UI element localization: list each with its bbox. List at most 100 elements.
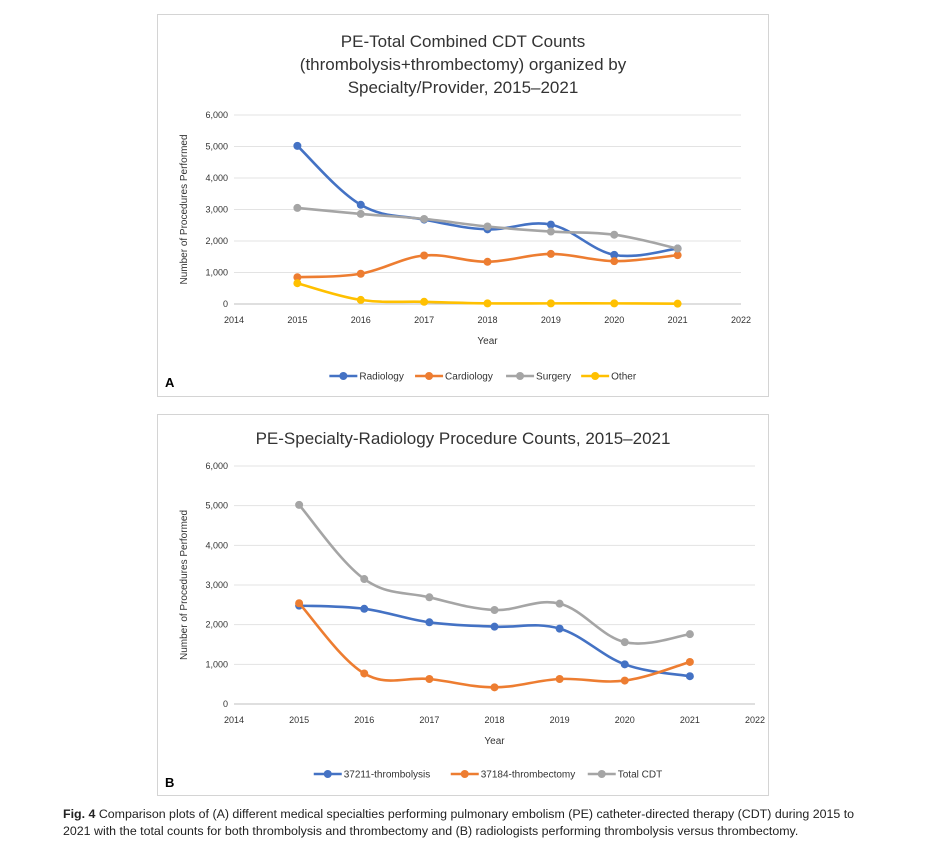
figure-caption: Fig. 4 Comparison plots of (A) different… xyxy=(63,806,883,840)
chart-b-y-tick-label: 3,000 xyxy=(205,580,228,590)
panel-a-label: A xyxy=(165,375,175,390)
chart-b-x-axis-label: Year xyxy=(484,736,505,747)
chart-a-legend-swatch-marker xyxy=(339,372,348,380)
chart-a-data-point xyxy=(673,251,682,260)
chart-a-x-tick-label: 2021 xyxy=(668,315,688,325)
chart-a-data-point xyxy=(356,269,365,278)
chart-a-legend-label: Radiology xyxy=(359,372,403,383)
chart-b-svg: PE-Specialty-Radiology Procedure Counts,… xyxy=(179,429,765,781)
chart-b-y-axis-label: Number of Procedures Performed xyxy=(179,510,190,660)
chart-a-data-point xyxy=(610,230,619,239)
chart-b-data-point xyxy=(555,624,564,633)
chart-a-data-point xyxy=(546,220,555,229)
chart-b-legend-label: Total CDT xyxy=(618,770,662,781)
chart-a-data-point xyxy=(293,203,302,212)
chart-a-data-point xyxy=(356,295,365,304)
panel-b-label: B xyxy=(165,775,175,790)
chart-a-data-point xyxy=(293,279,302,288)
chart-b-legend-label: 37211-thrombolysis xyxy=(344,770,431,781)
chart-a-title-line: PE-Total Combined CDT Counts xyxy=(341,32,585,51)
chart-a-data-point xyxy=(420,214,429,223)
chart-a-title-line: (thrombolysis+thrombectomy) organized by xyxy=(300,55,627,74)
chart-b-x-tick-label: 2018 xyxy=(484,715,504,725)
chart-panel-b: PE-Specialty-Radiology Procedure Counts,… xyxy=(157,414,769,796)
chart-b-data-point xyxy=(685,630,694,639)
chart-a-data-point xyxy=(673,244,682,253)
chart-b-x-tick-label: 2014 xyxy=(224,715,244,725)
chart-a-x-tick-label: 2014 xyxy=(224,315,244,325)
chart-a-data-point xyxy=(610,299,619,308)
chart-b-data-point xyxy=(685,672,694,681)
chart-a-data-point xyxy=(356,209,365,218)
chart-b-data-point xyxy=(295,500,304,509)
chart-b-data-point xyxy=(620,660,629,669)
chart-b-data-point xyxy=(490,605,499,614)
chart-a-legend-label: Surgery xyxy=(536,372,571,383)
chart-a-data-point xyxy=(546,299,555,308)
chart-b-data-point xyxy=(685,657,694,666)
chart-a-legend-swatch-marker xyxy=(591,372,600,380)
chart-b-data-point xyxy=(360,604,369,613)
chart-b-data-point xyxy=(360,575,369,584)
chart-a-y-tick-label: 6,000 xyxy=(205,110,228,120)
chart-a-data-point xyxy=(420,297,429,306)
chart-b-y-tick-label: 5,000 xyxy=(205,501,228,511)
chart-b-x-tick-label: 2022 xyxy=(745,715,765,725)
chart-b-x-tick-label: 2017 xyxy=(419,715,439,725)
chart-a-y-tick-label: 1,000 xyxy=(205,268,228,278)
chart-a-y-tick-label: 5,000 xyxy=(205,142,228,152)
chart-b-data-point xyxy=(295,599,304,608)
chart-a-data-point xyxy=(356,200,365,209)
chart-b-legend-swatch-marker xyxy=(323,770,332,778)
chart-a-data-point xyxy=(546,249,555,258)
chart-b-data-point xyxy=(620,638,629,647)
chart-b-data-point xyxy=(555,599,564,608)
chart-a-data-point xyxy=(483,257,492,266)
chart-b-data-point xyxy=(620,676,629,685)
chart-a-y-tick-label: 0 xyxy=(223,299,228,309)
chart-b-y-tick-label: 1,000 xyxy=(205,659,228,669)
chart-a-data-point xyxy=(293,141,302,150)
chart-a-x-tick-label: 2022 xyxy=(731,315,751,325)
chart-a-data-point xyxy=(420,251,429,260)
chart-b-legend-swatch-marker xyxy=(597,770,606,778)
chart-b-x-tick-label: 2016 xyxy=(354,715,374,725)
chart-a-x-tick-label: 2020 xyxy=(604,315,624,325)
chart-a-legend-label: Cardiology xyxy=(445,372,493,383)
chart-a-x-tick-label: 2016 xyxy=(351,315,371,325)
chart-b-x-tick-label: 2019 xyxy=(550,715,570,725)
chart-a-x-tick-label: 2019 xyxy=(541,315,561,325)
chart-b-data-point xyxy=(425,675,434,684)
chart-a-x-axis-label: Year xyxy=(477,336,498,347)
chart-b-x-tick-label: 2020 xyxy=(615,715,635,725)
chart-a-y-tick-label: 3,000 xyxy=(205,205,228,215)
chart-a-data-point xyxy=(610,250,619,259)
chart-a-data-point xyxy=(546,227,555,236)
chart-b-y-tick-label: 2,000 xyxy=(205,620,228,630)
chart-b-data-point xyxy=(490,622,499,631)
chart-b-x-tick-label: 2015 xyxy=(289,715,309,725)
chart-a-series-line-0 xyxy=(296,144,679,258)
chart-a-data-point xyxy=(483,299,492,308)
caption-fig-label: Fig. 4 xyxy=(63,807,96,821)
chart-a-y-tick-label: 4,000 xyxy=(205,173,228,183)
chart-a-data-point xyxy=(610,257,619,266)
chart-a-y-tick-label: 2,000 xyxy=(205,236,228,246)
chart-a-data-point xyxy=(293,273,302,282)
chart-b-data-point xyxy=(360,669,369,678)
chart-b-data-point xyxy=(425,593,434,602)
chart-a-legend-swatch-marker xyxy=(516,372,525,380)
chart-b-y-tick-label: 0 xyxy=(223,699,228,709)
chart-a-x-tick-label: 2018 xyxy=(477,315,497,325)
chart-b-y-tick-label: 6,000 xyxy=(205,461,228,471)
chart-a-title-line: Specialty/Provider, 2015–2021 xyxy=(348,78,579,97)
chart-b-data-point xyxy=(555,675,564,684)
chart-b-data-point xyxy=(490,683,499,692)
chart-b-legend-swatch-marker xyxy=(460,770,469,778)
chart-a-legend-label: Other xyxy=(611,372,637,383)
chart-b-series-line-1 xyxy=(297,601,692,689)
chart-b-title-line: PE-Specialty-Radiology Procedure Counts,… xyxy=(256,429,671,448)
caption-text: Comparison plots of (A) different medica… xyxy=(63,807,855,838)
chart-a-data-point xyxy=(673,299,682,308)
chart-b-data-point xyxy=(425,618,434,627)
